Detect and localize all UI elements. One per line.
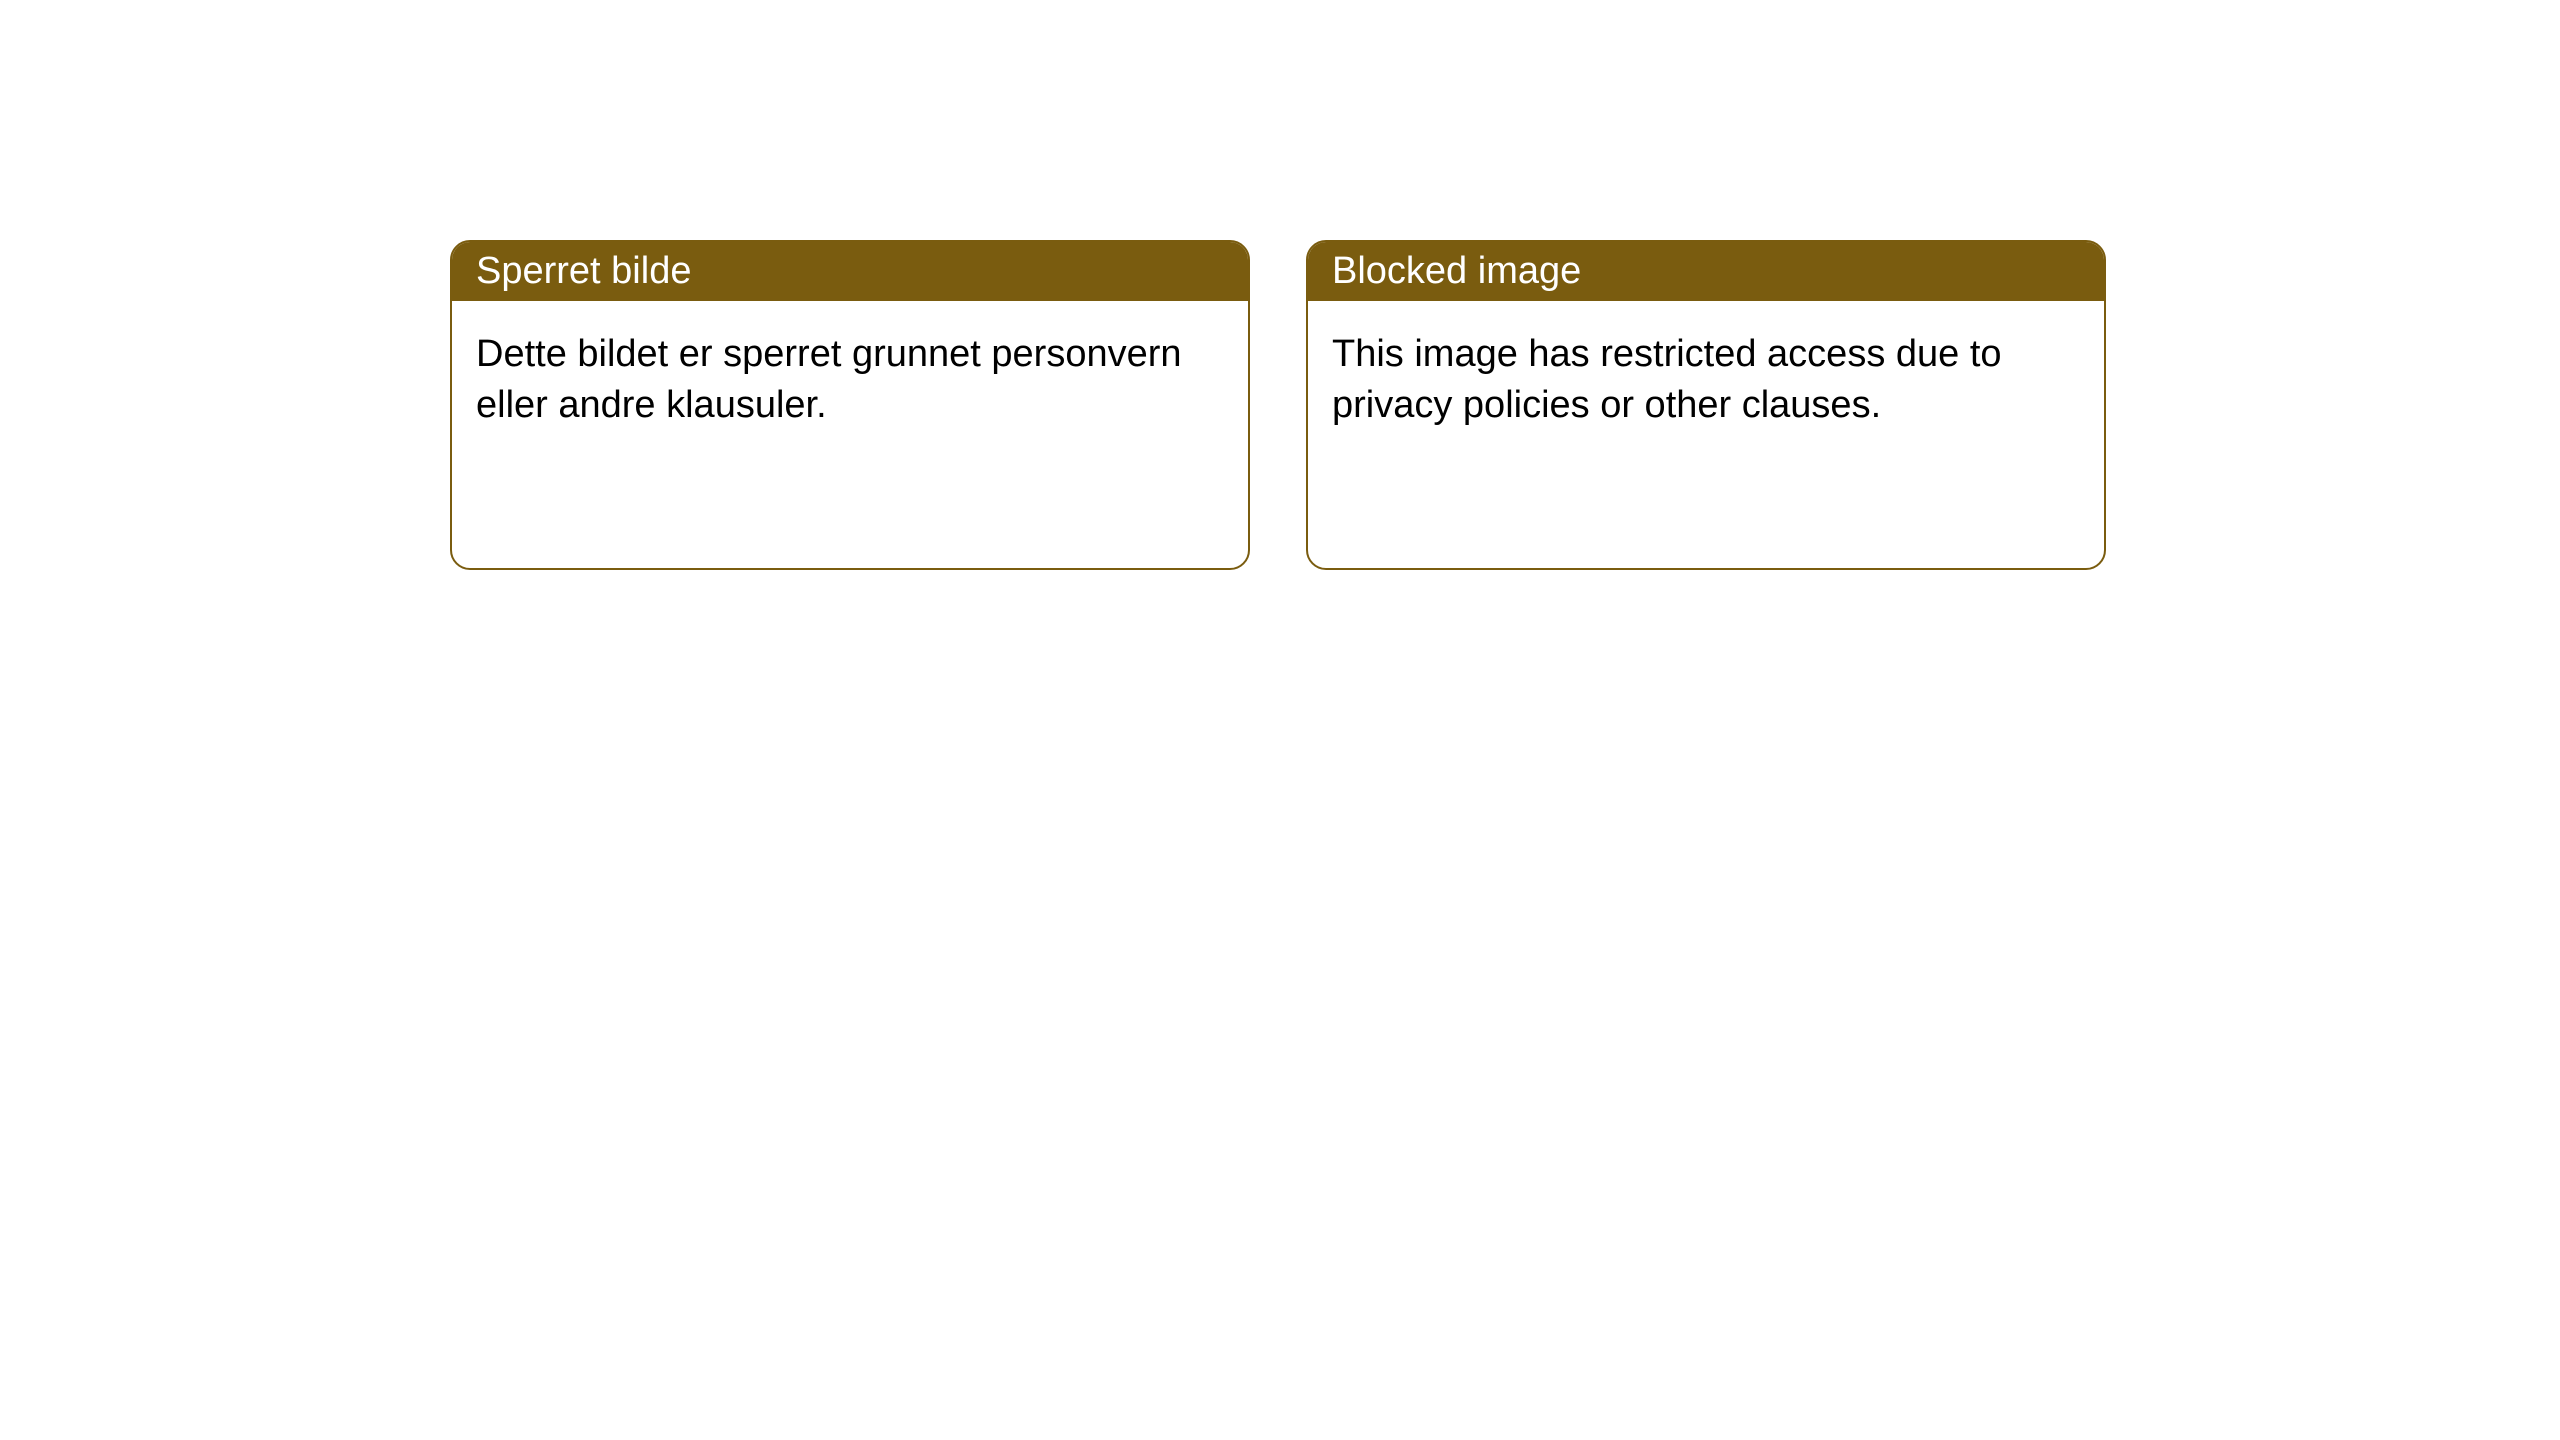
notice-container: Sperret bilde Dette bildet er sperret gr… bbox=[0, 0, 2560, 570]
card-header: Blocked image bbox=[1308, 242, 2104, 301]
card-title: Blocked image bbox=[1332, 250, 1581, 292]
blocked-image-card-no: Sperret bilde Dette bildet er sperret gr… bbox=[450, 240, 1250, 570]
blocked-image-card-en: Blocked image This image has restricted … bbox=[1306, 240, 2106, 570]
card-body: This image has restricted access due to … bbox=[1308, 301, 2104, 460]
card-header: Sperret bilde bbox=[452, 242, 1248, 301]
card-text: Dette bildet er sperret grunnet personve… bbox=[476, 333, 1182, 426]
card-body: Dette bildet er sperret grunnet personve… bbox=[452, 301, 1248, 460]
card-text: This image has restricted access due to … bbox=[1332, 333, 2002, 426]
card-title: Sperret bilde bbox=[476, 250, 691, 292]
